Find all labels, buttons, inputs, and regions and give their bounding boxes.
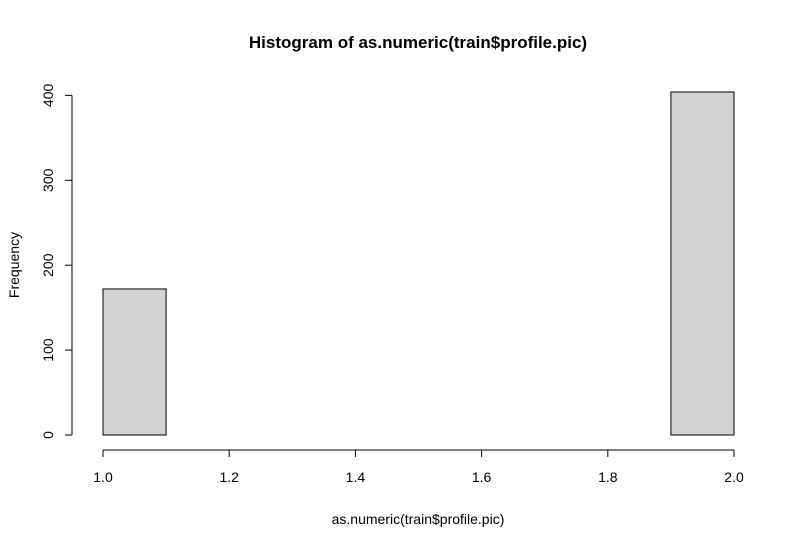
- y-tick-label-2: 200: [40, 253, 56, 277]
- y-axis-label: Frequency: [6, 232, 22, 298]
- x-axis-label: as.numeric(train$profile.pic): [332, 511, 505, 527]
- histogram-bar-0: [102, 288, 167, 436]
- x-tick-label-4: 1.8: [598, 469, 618, 485]
- x-tick-label-5: 2.0: [724, 469, 744, 485]
- y-axis: 0 100 200 300 400: [40, 84, 73, 439]
- x-tick-label-0: 1.0: [93, 469, 113, 485]
- y-tick-label-0: 0: [40, 431, 56, 439]
- x-tick-label-3: 1.6: [472, 469, 492, 485]
- x-tick-label-1: 1.2: [219, 469, 239, 485]
- chart-title: Histogram of as.numeric(train$profile.pi…: [249, 33, 587, 52]
- histogram-bars: [102, 91, 735, 436]
- histogram-bar-9: [670, 91, 735, 436]
- x-axis: 1.0 1.2 1.4 1.6 1.8 2.0: [93, 449, 744, 485]
- x-tick-label-2: 1.4: [346, 469, 366, 485]
- y-tick-label-3: 300: [40, 168, 56, 192]
- y-tick-label-4: 400: [40, 84, 56, 108]
- y-tick-label-1: 100: [40, 338, 56, 362]
